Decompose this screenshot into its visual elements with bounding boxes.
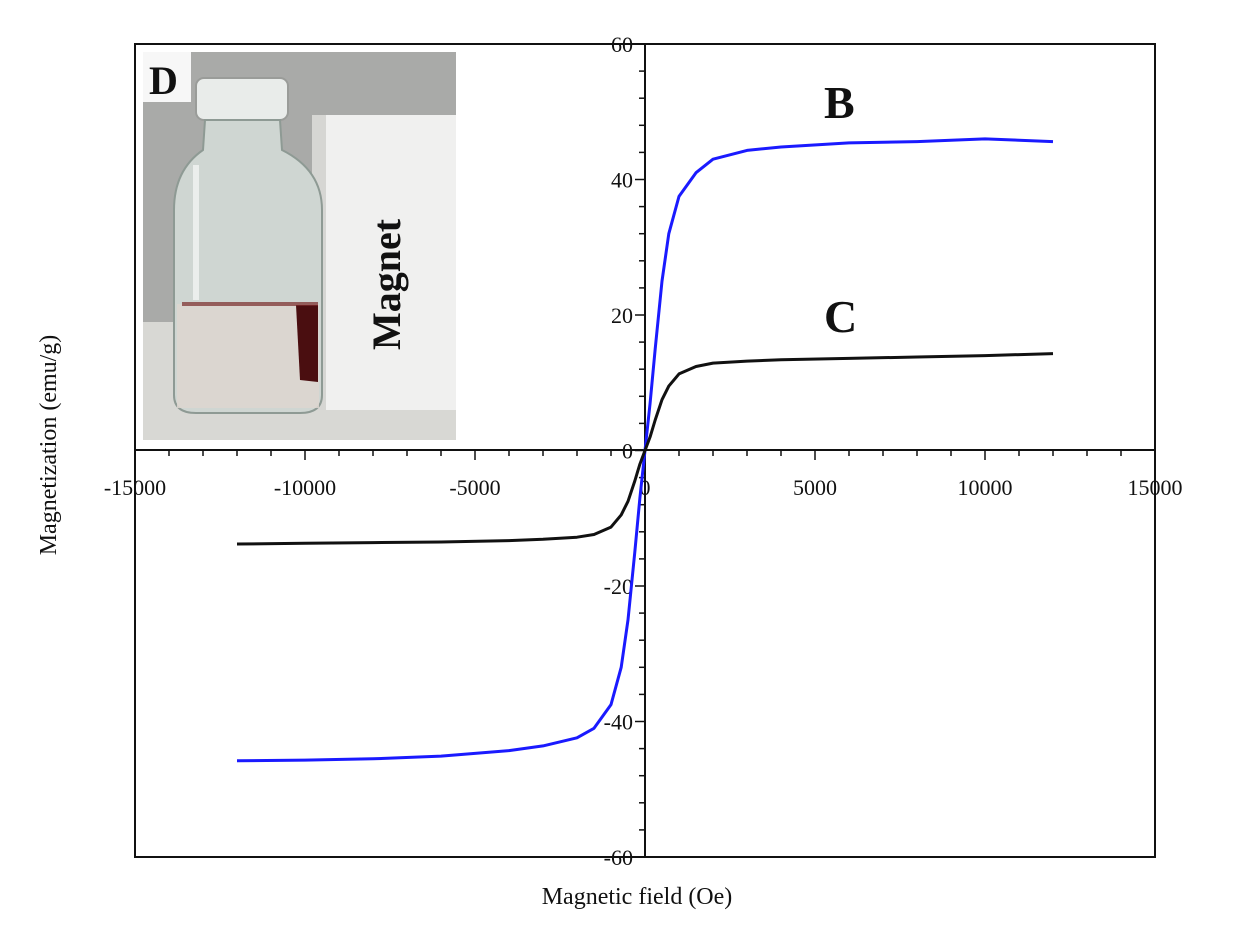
bottle-with-magnet-photo-icon — [173, 77, 323, 414]
series-label-c: C — [824, 291, 857, 342]
x-tick-label: 5000 — [793, 475, 837, 500]
series-label-b: B — [824, 77, 855, 128]
series-line-c — [236, 352, 1054, 546]
y-tick-label: -40 — [604, 710, 633, 735]
series-group — [236, 137, 1054, 763]
tick-labels-group: -15000 -10000 -5000 0 5000 10000 15000 -60 -40 -2… — [104, 32, 1183, 870]
x-tick-label: 10000 — [958, 475, 1013, 500]
y-tick-label: 20 — [611, 303, 633, 328]
y-tick-label: 60 — [611, 32, 633, 57]
x-axis-title: Magnetic field (Oe) — [542, 884, 733, 910]
y-tick-label: -20 — [604, 574, 633, 599]
x-tick-label: 0 — [640, 475, 651, 500]
x-tick-label: 15000 — [1128, 475, 1183, 500]
y-tick-label: -60 — [604, 845, 633, 870]
x-tick-label: -10000 — [274, 475, 336, 500]
y-tick-label: 40 — [611, 168, 633, 193]
y-tick-label: 0 — [622, 439, 633, 464]
magnet-box — [312, 115, 456, 410]
x-tick-label: -15000 — [104, 475, 166, 500]
ticks-group — [134, 43, 1156, 858]
y-axis-title: Magnetization (emu/g) — [36, 335, 62, 556]
inset-letter-box — [143, 52, 191, 102]
inset-photo: Magnet D — [143, 52, 456, 440]
x-tick-label: -5000 — [449, 475, 500, 500]
magnet-label: Magnet — [364, 218, 409, 350]
inset-panel-letter: D — [149, 58, 178, 103]
